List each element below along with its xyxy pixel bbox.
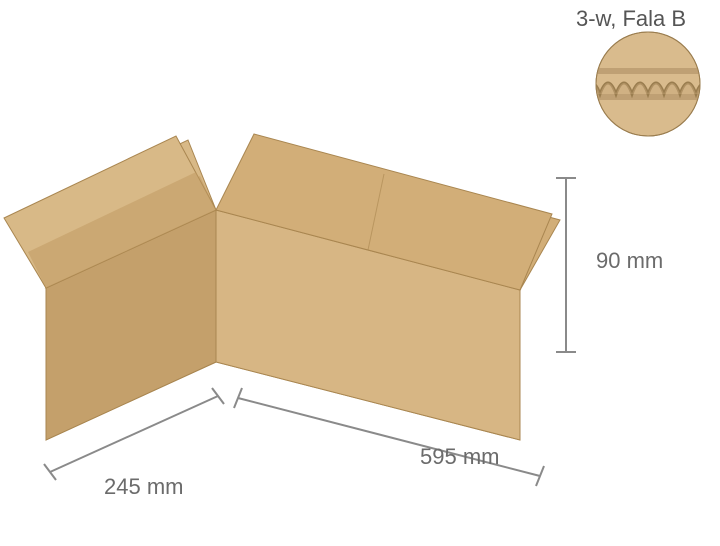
depth-label: 245 mm	[104, 474, 183, 500]
corrugation-detail	[588, 24, 708, 144]
diagram-stage: 3-w, Fala B 90 mm 595 mm 245 mm	[0, 0, 720, 546]
length-label: 595 mm	[420, 444, 499, 470]
cardboard-type-label: 3-w, Fala B	[576, 6, 686, 32]
height-label: 90 mm	[596, 248, 663, 274]
